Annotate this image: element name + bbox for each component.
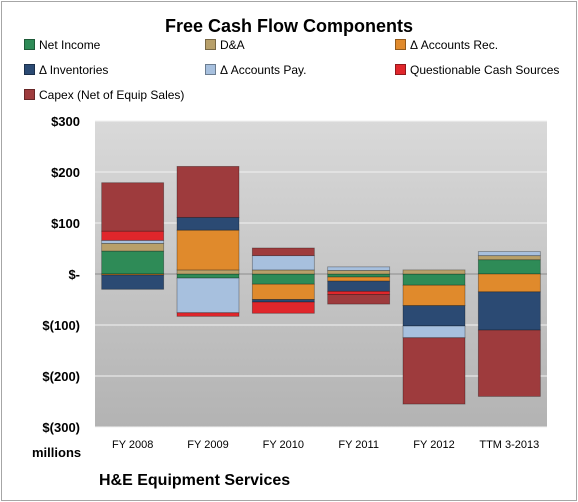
bar-segment-net-income [251,273,315,285]
bar-segment-capex-net-of-equip-sales [176,165,240,218]
legend-label: Δ Accounts Rec. [410,38,499,52]
bar-segment-accounts-rec [327,276,391,282]
legend-swatch [395,39,406,50]
bar-segment-accounts-pay [477,251,541,257]
legend-item-accounts-pay: Δ Accounts Pay. [205,63,307,77]
bar-segment-accounts-rec [251,283,315,300]
legend-item-net-income: Net Income [24,38,100,52]
legend-label: Δ Inventories [39,63,109,77]
bar-segment-questionable-cash-sources [327,290,391,295]
bar-segment-d-a [477,255,541,261]
bar-segment-accounts-pay [101,239,165,244]
legend-swatch [24,89,35,100]
bar-segment-accounts-pay [327,266,391,271]
bar-segment-net-income [101,250,165,275]
bar-segment-questionable-cash-sources [101,230,165,241]
company-label: H&E Equipment Services [99,472,291,489]
bar-segment-d-a [402,269,466,275]
legend-item-d-a: D&A [205,38,245,52]
bar-segment-net-income [477,259,541,275]
legend-swatch [395,64,406,75]
bar-segment-inventories [327,280,391,292]
y-tick-label: $(200) [42,369,80,384]
legend-item-questionable-cash-sources: Questionable Cash Sources [395,63,559,77]
bar-segment-accounts-rec [176,229,240,271]
bar-segment-d-a [327,270,391,275]
bar-segment-inventories [101,274,165,290]
legend-label: Δ Accounts Pay. [220,63,307,77]
bar-segment-capex-net-of-equip-sales [327,293,391,305]
y-tick-label: $(100) [42,318,80,333]
bar-segment-net-income [176,273,240,279]
bar-segment-net-income [327,273,391,278]
x-tick-label: TTM 3-2013 [479,439,539,451]
bar-segment-questionable-cash-sources [251,301,315,314]
bar-segment-questionable-cash-sources [176,312,240,317]
legend-item-accounts-rec: Δ Accounts Rec. [395,38,498,52]
bar-segment-inventories [477,291,541,331]
y-tick-label: $200 [51,165,80,180]
bar-segment-capex-net-of-equip-sales [402,337,466,405]
chart-title: Free Cash Flow Components [164,16,414,36]
x-tick-label: FY 2012 [413,439,454,451]
bar-segment-capex-net-of-equip-sales [251,247,315,257]
bar-segment-d-a [176,269,240,275]
y-tick-label: $- [68,267,80,282]
bar-segment-accounts-pay [251,255,315,271]
y-tick-label: $(300) [42,420,80,435]
legend-label: Questionable Cash Sources [410,63,560,77]
x-tick-label: FY 2008 [112,439,153,451]
legend-swatch [24,39,35,50]
units-label: millions [32,445,82,460]
x-tick-label: FY 2010 [263,439,304,451]
x-tick-label: FY 2009 [187,439,228,451]
legend-swatch [205,64,216,75]
bar-segment-net-income [402,273,466,286]
bar-segment-capex-net-of-equip-sales [101,182,165,232]
bar-segment-capex-net-of-equip-sales [477,329,541,397]
y-tick-label: $100 [51,216,80,231]
y-tick-label: $300 [51,114,80,129]
bar-segment-accounts-pay [402,325,466,339]
legend-label: Net Income [39,38,101,52]
legend-swatch [24,64,35,75]
legend-label: Capex (Net of Equip Sales) [39,88,185,102]
legend-item-inventories: Δ Inventories [24,63,108,77]
legend-label: D&A [220,38,245,52]
bar-segment-accounts-pay [176,277,240,314]
x-tick-label: FY 2011 [338,439,379,451]
bar-segment-inventories [402,305,466,327]
bar-segment-inventories [176,216,240,231]
bar-segment-d-a [101,242,165,252]
legend-item-capex-net-of-equip-sales: Capex (Net of Equip Sales) [24,88,184,102]
bar-segment-d-a [251,269,315,275]
bar-segment-accounts-rec [402,284,466,307]
bar-segment-accounts-rec [477,273,541,293]
legend-swatch [205,39,216,50]
